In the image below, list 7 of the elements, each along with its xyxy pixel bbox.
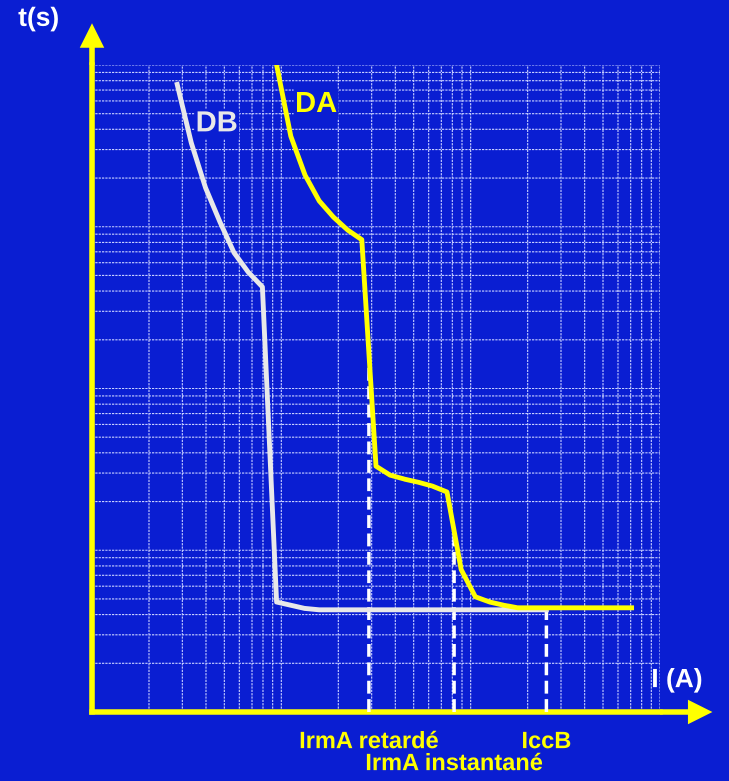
y-axis-title: t(s): [18, 6, 58, 32]
text: IrmA retardé: [300, 730, 438, 748]
x-axis-title: I (A): [653, 668, 702, 693]
text: IrmA instantané: [366, 752, 542, 770]
series-label: DA: [297, 92, 336, 112]
series-label: DB: [198, 111, 236, 132]
text: IccB: [523, 732, 570, 748]
